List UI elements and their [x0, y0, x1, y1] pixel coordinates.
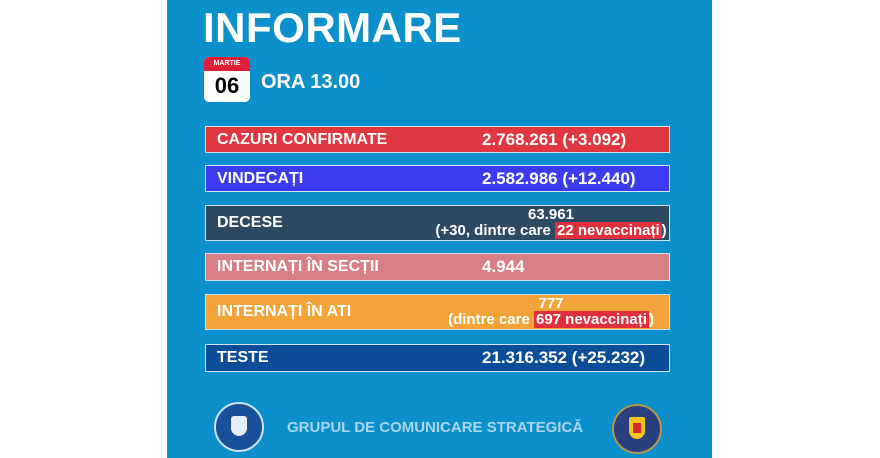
footer-text: GRUPUL DE COMUNICARE STRATEGICĂ — [287, 419, 584, 436]
unvaccinated-highlight: 697 nevaccinați — [533, 311, 649, 328]
row-hospitalized: INTERNAȚI ÎN SECȚII 4.944 — [205, 253, 670, 281]
row-confirmed: CAZURI CONFIRMATE 2.768.261 (+3.092) — [205, 126, 670, 153]
calendar-month: MARTIE — [204, 57, 250, 71]
calendar-icon: MARTIE 06 — [204, 57, 250, 102]
row-value: 777 (dintre care 697 nevaccinați) — [426, 296, 676, 328]
row-label: VINDECAȚI — [217, 169, 304, 187]
row-label: TESTE — [217, 349, 269, 366]
government-logo-icon — [214, 402, 264, 452]
row-value: 2.582.986 (+12.440) — [482, 168, 636, 188]
row-value: 63.961 (+30, dintre care 22 nevaccinați) — [426, 207, 676, 239]
icu-total: 777 — [538, 295, 564, 312]
row-deaths: DECESE 63.961 (+30, dintre care 22 nevac… — [205, 205, 670, 241]
row-label: DECESE — [217, 214, 283, 231]
page-title: INFORMARE — [203, 4, 462, 51]
row-value: 21.316.352 (+25.232) — [482, 348, 646, 367]
row-label: CAZURI CONFIRMATE — [217, 130, 388, 148]
row-tests: TESTE 21.316.352 (+25.232) — [205, 344, 670, 372]
row-recovered: VINDECAȚI 2.582.986 (+12.440) — [205, 165, 670, 192]
time-label: ORA 13.00 — [261, 71, 361, 93]
row-value: 2.768.261 (+3.092) — [482, 129, 627, 149]
row-icu: INTERNAȚI ÎN ATI 777 (dintre care 697 ne… — [205, 294, 670, 330]
detail-suffix: ) — [661, 222, 667, 239]
calendar-day: 06 — [214, 73, 240, 98]
ministry-logo-icon — [612, 404, 662, 454]
deaths-total: 63.961 — [528, 206, 574, 223]
row-value: 4.944 — [482, 257, 525, 276]
row-label: INTERNAȚI ÎN SECȚII — [217, 258, 379, 275]
info-panel: INFORMARE MARTIE 06 ORA 13.00 CAZURI CON… — [167, 0, 712, 458]
detail-text: (+30, dintre care — [435, 222, 556, 239]
detail-text: (dintre care — [448, 311, 534, 328]
detail-suffix: ) — [648, 311, 654, 328]
row-label: INTERNAȚI ÎN ATI — [217, 303, 352, 320]
unvaccinated-highlight: 22 nevaccinați — [555, 222, 662, 239]
